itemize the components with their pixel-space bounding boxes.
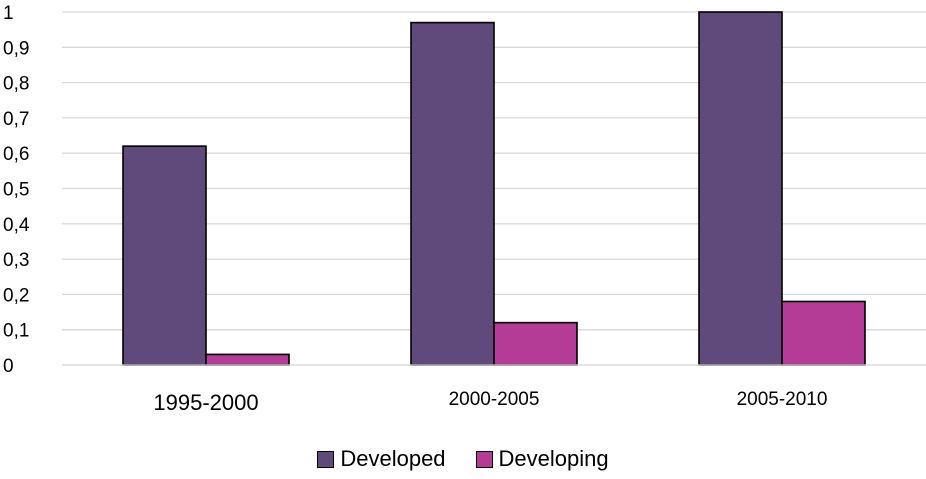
bar-developed-1995-2000	[122, 145, 207, 366]
legend-swatch-developed	[317, 450, 335, 468]
bar-chart-plot: 0 0,1 0,2 0,3 0,4 0,5 0,6 0,7 0,8 0,9 1 1995-2000 20…	[3, 3, 926, 415]
bar-developing-1995-2000	[205, 353, 290, 366]
y-tick-label: 0,6	[3, 144, 29, 165]
x-tick-label: 2005-2010	[737, 389, 828, 410]
y-tick-label: 0,7	[3, 109, 29, 130]
legend-item-developed: Developed	[317, 446, 446, 472]
y-tick-label: 0,1	[3, 321, 29, 342]
y-tick-label: 0	[3, 356, 14, 377]
y-tick-label: 0,2	[3, 285, 29, 306]
y-tick-label: 0,3	[3, 250, 29, 271]
legend-swatch-developing	[475, 450, 493, 468]
legend-label-developed: Developed	[340, 446, 446, 471]
bar-developed-2005-2010	[698, 11, 783, 366]
x-tick-label: 1995-2000	[153, 390, 258, 415]
y-tick-label: 0,5	[3, 180, 29, 201]
y-tick-label: 0,9	[3, 38, 29, 59]
y-tick-label: 1	[3, 3, 14, 24]
bar-developing-2000-2005	[493, 321, 578, 366]
x-tick-label: 2000-2005	[449, 389, 540, 410]
bar-developing-2005-2010	[781, 300, 866, 366]
legend-item-developing: Developing	[475, 446, 609, 472]
bar-developed-2000-2005	[410, 21, 495, 366]
y-tick-label: 0,4	[3, 215, 30, 236]
y-tick-label: 0,8	[3, 74, 29, 95]
legend-label-developing: Developing	[498, 446, 609, 471]
legend: Developed Developing	[0, 446, 926, 472]
